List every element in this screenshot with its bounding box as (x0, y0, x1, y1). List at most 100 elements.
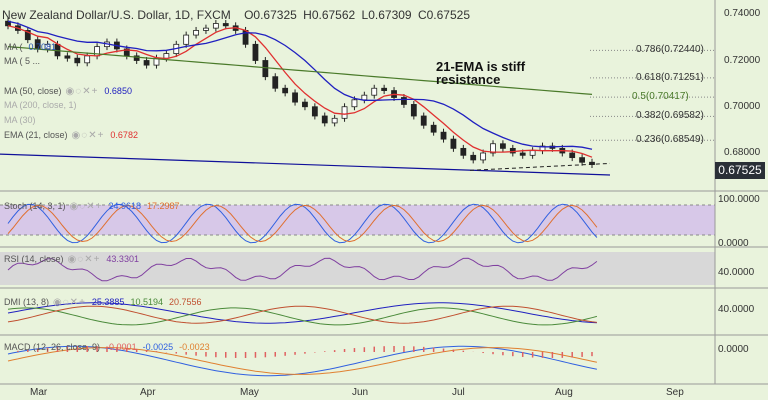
time-tick-label: Apr (140, 387, 156, 398)
price-tick-label: 0.70000 (724, 100, 761, 112)
dashed-trend-line (469, 162, 611, 171)
candle (420, 115, 427, 126)
candle (341, 106, 348, 119)
high-value: H0.67562 (303, 8, 356, 22)
candle (460, 147, 467, 156)
dmi-tick-label: 40.0000 (718, 304, 755, 315)
candle (212, 23, 219, 29)
ma200-line (7, 46, 593, 95)
support-trend-line (0, 153, 611, 176)
candle (410, 104, 417, 117)
candle (143, 60, 150, 66)
rsi-band (0, 252, 715, 285)
time-tick-label: Jun (352, 387, 369, 398)
rsi-tick-label: 40.0000 (718, 267, 755, 278)
rsi-line (7, 257, 598, 282)
macd-tick-label: 0.0000 (718, 344, 749, 355)
settings-icon[interactable]: ◉◌✕+ (69, 201, 103, 212)
stoch-band (0, 205, 715, 235)
macd-line (7, 345, 597, 377)
candle (490, 143, 496, 154)
settings-icon[interactable]: ◉◌✕+ (65, 86, 99, 97)
time-tick-label: May (240, 387, 259, 398)
legend-stoch[interactable]: Stoch (14, 3, 1) ◉◌✕+ 24.9618 17.2987 (4, 201, 180, 212)
time-tick-label: Jul (452, 387, 465, 398)
candle (183, 34, 190, 45)
fib-level-label: 0.5(0.70417) (632, 91, 689, 103)
open-value: O0.67325 (244, 8, 297, 22)
candle (450, 138, 457, 149)
signal-line (7, 347, 598, 375)
candle (529, 150, 536, 156)
legend-ma1[interactable]: MA (0.7081 (4, 42, 57, 52)
candle (331, 117, 338, 124)
candle (401, 97, 407, 105)
ohlc-readout: O0.67325 H0.67562 L0.67309 C0.67525 (244, 8, 473, 22)
candle (302, 101, 308, 108)
candle (252, 43, 259, 61)
legend-ma-hidden2[interactable]: MA (30) (4, 115, 36, 125)
candle (500, 143, 506, 149)
candle (579, 157, 586, 163)
candle (470, 154, 477, 161)
price-tick-label: 0.72000 (724, 54, 761, 66)
fib-level-label: 0.382(0.69582) (636, 110, 704, 122)
fib-level-label: 0.786(0.72440) (636, 44, 704, 56)
candle (430, 124, 437, 133)
candle (64, 55, 71, 59)
settings-icon[interactable]: ◉◌✕+ (71, 130, 105, 141)
chart-header: New Zealand Dollar/U.S. Dollar, 1D, FXCM… (2, 8, 473, 22)
candle (371, 87, 378, 96)
candle (480, 152, 487, 161)
candle (44, 43, 51, 50)
candle (222, 23, 229, 27)
time-tick-label: Sep (666, 387, 684, 398)
legend-ma2[interactable]: MA ( 5 ... (4, 56, 41, 66)
dmi-plus-line (7, 307, 598, 326)
stoch-tick-label: 100.0000 (718, 194, 760, 205)
candle (203, 27, 209, 31)
candle (24, 30, 31, 41)
dmi-minus-line (7, 305, 597, 324)
legend-ma-hidden1[interactable]: MA (200, close, 1) (4, 100, 77, 110)
legend-dmi[interactable]: DMI (13, 8) ◉◌✕+ 25.3885 10.5194 20.7556 (4, 297, 202, 308)
adx-line (7, 302, 597, 324)
chart-title: New Zealand Dollar/U.S. Dollar, 1D, FXCM (2, 8, 231, 22)
fib-level-label: 0.236(0.68549) (636, 134, 704, 146)
legend-ma50[interactable]: MA (50, close) ◉◌✕+ 0.6850 (4, 86, 132, 97)
annotation-text: 21-EMA is stiff resistance (436, 59, 526, 87)
candle (311, 106, 318, 117)
close-value: C0.67525 (417, 8, 470, 22)
candle (381, 87, 388, 91)
candle (292, 92, 298, 103)
candle (272, 76, 279, 89)
candle (321, 115, 328, 124)
candle (133, 55, 140, 61)
candle (282, 87, 289, 94)
time-tick-label: Aug (555, 387, 573, 398)
candle (84, 55, 91, 64)
settings-icon[interactable]: ◉◌✕+ (53, 297, 86, 308)
price-tick-label: 0.74000 (724, 8, 761, 20)
legend-rsi[interactable]: RSI (14, close) ◉◌✕+ 43.3301 (4, 254, 139, 265)
settings-icon[interactable]: ◉◌✕+ (67, 254, 101, 265)
stoch-tick-label: 0.0000 (718, 238, 749, 249)
candle (569, 152, 576, 159)
candle (509, 147, 516, 154)
legend-ema21[interactable]: EMA (21, close) ◉◌✕+ 0.6782 (4, 130, 138, 141)
price-tick-label: 0.68000 (724, 147, 761, 158)
candle (74, 57, 81, 64)
candle (361, 94, 368, 101)
candle (193, 30, 199, 36)
ma50-line (7, 20, 593, 150)
stoch-d-line (7, 204, 598, 243)
last-price-badge: 0.67525 (715, 162, 765, 179)
ema21-line (7, 25, 593, 158)
candle (163, 53, 170, 59)
candle (519, 152, 526, 156)
candle (262, 60, 269, 78)
low-value: L0.67309 (361, 8, 412, 22)
time-tick-label: Mar (30, 387, 48, 398)
legend-macd[interactable]: MACD (12, 26, close, 9) -0.0001 -0.0025 -0.… (4, 342, 210, 352)
